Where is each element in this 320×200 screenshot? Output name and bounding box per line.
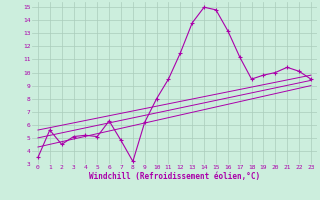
X-axis label: Windchill (Refroidissement éolien,°C): Windchill (Refroidissement éolien,°C) — [89, 172, 260, 181]
